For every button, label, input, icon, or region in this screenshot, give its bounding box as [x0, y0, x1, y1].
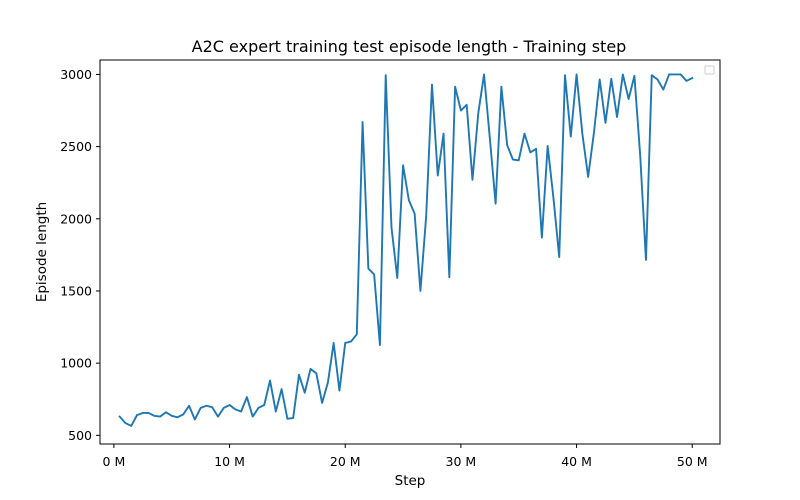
y-tick-label: 2500: [60, 139, 92, 154]
y-axis-label: Episode length: [34, 202, 50, 302]
legend-box: [704, 65, 715, 75]
x-axis: 0 M 10 M 20 M 30 M 40 M 50 M: [103, 444, 708, 469]
y-tick-label: 1500: [60, 283, 92, 298]
plot-frame: [99, 59, 721, 445]
series-line: [118, 73, 694, 427]
x-tick-label: 0 M: [103, 454, 126, 469]
x-tick-label: 30 M: [446, 454, 477, 469]
y-tick-label: 3000: [60, 67, 92, 82]
x-axis-label: Step: [395, 473, 426, 489]
y-tick-label: 1000: [60, 356, 92, 371]
y-axis: 500 1000 1500 2000 2500 3000: [60, 67, 100, 443]
x-tick-label: 40 M: [561, 454, 592, 469]
x-tick-label: 50 M: [677, 454, 708, 469]
x-tick-label: 20 M: [330, 454, 361, 469]
x-tick-label: 10 M: [214, 454, 245, 469]
y-tick-label: 500: [68, 428, 92, 443]
y-tick-label: 2000: [60, 211, 92, 226]
chart-title: A2C expert training test episode length …: [192, 37, 627, 56]
